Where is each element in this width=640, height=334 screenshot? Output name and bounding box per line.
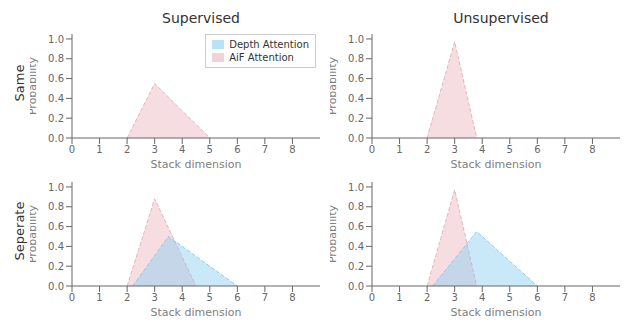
svg-text:0.6: 0.6 xyxy=(48,73,64,84)
svg-text:4: 4 xyxy=(479,144,485,155)
svg-text:5: 5 xyxy=(507,292,513,303)
html-text:Seperate: Seperate xyxy=(11,201,27,261)
svg-text:0.2: 0.2 xyxy=(348,261,364,272)
svg-text:0.2: 0.2 xyxy=(48,113,64,124)
svg-text:4: 4 xyxy=(479,292,485,303)
svg-text:8: 8 xyxy=(589,292,595,303)
svg-text:3: 3 xyxy=(151,144,157,155)
svg-text:1.0: 1.0 xyxy=(48,34,64,45)
svg-text:4: 4 xyxy=(179,292,185,303)
svg-text:0: 0 xyxy=(369,292,375,303)
svg-text:0.8: 0.8 xyxy=(348,53,364,64)
svg-text:0.2: 0.2 xyxy=(348,113,364,124)
svg-text:7: 7 xyxy=(262,292,268,303)
svg-text:6: 6 xyxy=(534,292,540,303)
svg-text:3: 3 xyxy=(451,292,457,303)
svg-text:Stack dimension: Stack dimension xyxy=(151,158,242,168)
svg-text:0.8: 0.8 xyxy=(348,201,364,212)
svg-text:7: 7 xyxy=(562,292,568,303)
svg-text:2: 2 xyxy=(424,144,430,155)
svg-text:0.4: 0.4 xyxy=(348,93,364,104)
svg-text:0: 0 xyxy=(69,292,75,303)
svg-text:7: 7 xyxy=(262,144,268,155)
svg-text:5: 5 xyxy=(207,292,213,303)
svg-text:0.0: 0.0 xyxy=(48,133,64,144)
svg-text:0.4: 0.4 xyxy=(348,241,364,252)
html-text:AiF Attention: AiF Attention xyxy=(229,52,294,63)
svg-text:5: 5 xyxy=(507,144,513,155)
svg-text:1: 1 xyxy=(96,144,102,155)
svg-text:2: 2 xyxy=(124,144,130,155)
html-text:Same: Same xyxy=(11,64,27,102)
svg-text:6: 6 xyxy=(534,144,540,155)
svg-text:0.6: 0.6 xyxy=(48,221,64,232)
html-text:Supervised: Supervised xyxy=(162,10,240,26)
svg-text:0.2: 0.2 xyxy=(48,261,64,272)
svg-text:0.0: 0.0 xyxy=(348,133,364,144)
svg-text:8: 8 xyxy=(589,144,595,155)
svg-text:0.8: 0.8 xyxy=(48,201,64,212)
svg-text:Probability: Probability xyxy=(30,204,39,263)
svg-text:1.0: 1.0 xyxy=(48,182,64,193)
svg-text:6: 6 xyxy=(234,144,240,155)
svg-text:2: 2 xyxy=(424,292,430,303)
svg-text:0.6: 0.6 xyxy=(348,221,364,232)
svg-text:0: 0 xyxy=(69,144,75,155)
svg-text:5: 5 xyxy=(207,144,213,155)
svg-text:0.6: 0.6 xyxy=(348,73,364,84)
svg-text:0.4: 0.4 xyxy=(48,241,64,252)
svg-text:8: 8 xyxy=(289,292,295,303)
svg-text:3: 3 xyxy=(451,144,457,155)
svg-text:Stack dimension: Stack dimension xyxy=(451,306,542,316)
svg-text:1.0: 1.0 xyxy=(348,182,364,193)
svg-text:0.4: 0.4 xyxy=(48,93,64,104)
svg-text:8: 8 xyxy=(289,144,295,155)
svg-text:Stack dimension: Stack dimension xyxy=(451,158,542,168)
svg-text:3: 3 xyxy=(151,292,157,303)
svg-text:Stack dimension: Stack dimension xyxy=(151,306,242,316)
html-text:Depth Attention: Depth Attention xyxy=(229,39,309,50)
svg-text:0.0: 0.0 xyxy=(48,281,64,292)
svg-text:0: 0 xyxy=(369,144,375,155)
svg-text:Probability: Probability xyxy=(30,56,39,115)
svg-text:1: 1 xyxy=(396,144,402,155)
svg-text:1.0: 1.0 xyxy=(348,34,364,45)
svg-text:0.0: 0.0 xyxy=(348,281,364,292)
svg-text:Probability: Probability xyxy=(330,204,339,263)
svg-text:0.8: 0.8 xyxy=(48,53,64,64)
svg-text:7: 7 xyxy=(562,144,568,155)
svg-text:6: 6 xyxy=(234,292,240,303)
svg-text:4: 4 xyxy=(179,144,185,155)
html-text:Unsupervised: Unsupervised xyxy=(453,10,549,26)
svg-text:1: 1 xyxy=(96,292,102,303)
svg-text:2: 2 xyxy=(124,292,130,303)
svg-text:1: 1 xyxy=(396,292,402,303)
svg-text:Probability: Probability xyxy=(330,56,339,115)
